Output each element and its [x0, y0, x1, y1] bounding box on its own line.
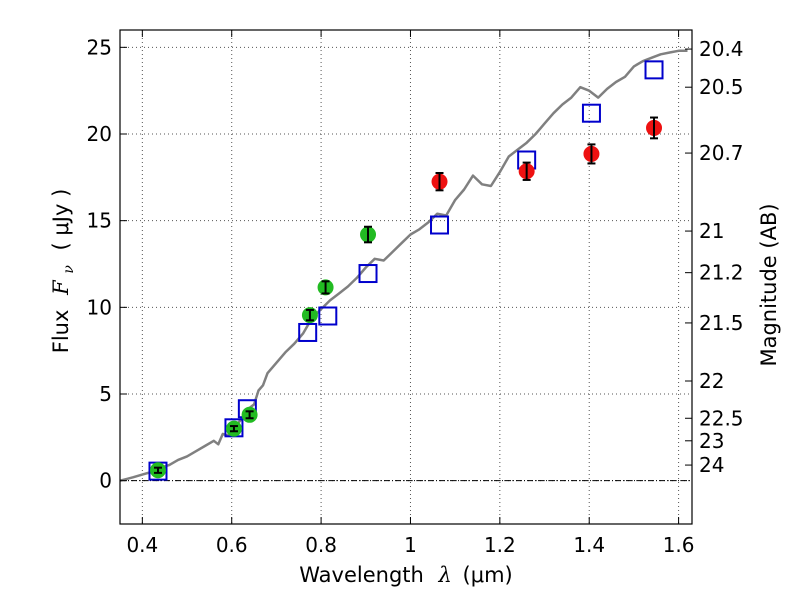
y-axis-title: Flux F ν ( μJy ): [49, 189, 78, 354]
x-tick-label: 0.8: [305, 533, 337, 557]
series-nir-photometry: [431, 116, 663, 192]
x-axis-unit: (μm): [463, 563, 513, 587]
x-tick-label: 1: [404, 533, 417, 557]
y2-tick-label: 23: [699, 429, 724, 453]
y-tick-label: 10: [87, 295, 112, 319]
square-marker: [430, 215, 450, 235]
y-tick-label: 20: [87, 122, 112, 146]
y2-tick-label: 22.5: [699, 406, 744, 430]
y-tick-label: 15: [87, 209, 112, 233]
y-axis-title-text: Flux: [49, 310, 73, 354]
square-marker: [318, 306, 338, 326]
x-axis-title: Wavelength λ (μm): [299, 563, 512, 587]
x-tick-label: 1.2: [484, 533, 516, 557]
y2-tick-label: 20.5: [699, 75, 744, 99]
y-axis-symbol-base: F: [49, 279, 73, 296]
square-marker: [581, 103, 601, 123]
y-tick-label: 5: [99, 382, 112, 406]
x-axis-symbol: λ: [438, 563, 452, 587]
x-tick-label: 1.6: [663, 533, 695, 557]
y2-tick-label: 20.4: [699, 37, 744, 61]
series-model-photometry: [148, 60, 664, 481]
y-tick-label: 0: [99, 469, 112, 493]
y-axis-symbol-sub: ν: [61, 265, 77, 274]
y2-tick-label: 21: [699, 219, 724, 243]
grid: [120, 30, 692, 524]
data-points: [148, 60, 664, 481]
y2-tick-label: 20.7: [699, 141, 744, 165]
y-tick-label: 25: [87, 35, 112, 59]
series-optical-photometry: [149, 225, 377, 479]
x-tick-label: 0.6: [216, 533, 248, 557]
square-marker: [644, 60, 664, 80]
y2-tick-label: 22: [699, 369, 724, 393]
y2-tick-label: 21.5: [699, 311, 744, 335]
model-spectrum-line: [119, 49, 688, 482]
square-marker: [358, 264, 378, 284]
axis-ticks: 0.4 0.6 0.8 1 1.2 1.4 1.6 0 5 10 15 20 25 20.4 20.5 20.…: [87, 30, 744, 557]
y2-tick-label: 21.2: [699, 261, 744, 285]
x-tick-label: 1.4: [573, 533, 605, 557]
plot-frame: [119, 29, 693, 525]
x-tick-label: 0.4: [126, 533, 158, 557]
square-marker: [298, 322, 318, 342]
y-axis-unit: ( μJy ): [49, 189, 73, 251]
y2-axis-title: Magnitude (AB): [757, 203, 781, 366]
y2-tick-label: 24: [699, 453, 724, 477]
x-axis-title-text: Wavelength: [299, 563, 424, 587]
